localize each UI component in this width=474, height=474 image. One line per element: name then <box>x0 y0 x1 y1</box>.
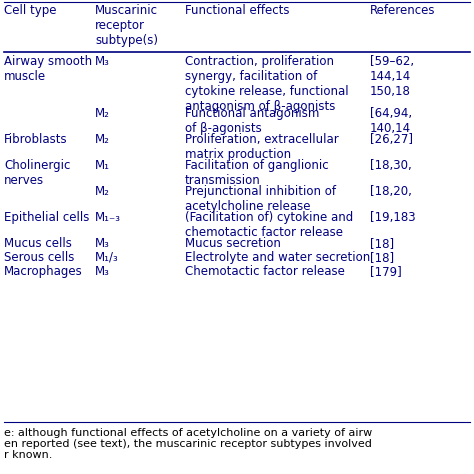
Text: Fibroblasts: Fibroblasts <box>4 133 68 146</box>
Text: Facilitation of ganglionic
transmission: Facilitation of ganglionic transmission <box>185 159 328 187</box>
Text: [179]: [179] <box>370 265 402 278</box>
Text: M₂: M₂ <box>95 185 110 198</box>
Text: Serous cells: Serous cells <box>4 251 74 264</box>
Text: Mucus cells: Mucus cells <box>4 237 72 250</box>
Text: Cholinergic
nerves: Cholinergic nerves <box>4 159 70 187</box>
Text: Airway smooth
muscle: Airway smooth muscle <box>4 55 92 83</box>
Text: M₁₋₃: M₁₋₃ <box>95 211 121 224</box>
Text: Macrophages: Macrophages <box>4 265 83 278</box>
Text: Functional effects: Functional effects <box>185 4 290 17</box>
Text: [26,27]: [26,27] <box>370 133 413 146</box>
Text: Cell type: Cell type <box>4 4 56 17</box>
Text: [18]: [18] <box>370 237 394 250</box>
Text: [64,94,
140,14: [64,94, 140,14 <box>370 107 412 135</box>
Text: [19,183: [19,183 <box>370 211 416 224</box>
Text: Epithelial cells: Epithelial cells <box>4 211 90 224</box>
Text: [18]: [18] <box>370 251 394 264</box>
Text: M₃: M₃ <box>95 237 110 250</box>
Text: r known.: r known. <box>4 450 52 460</box>
Text: [18,20,: [18,20, <box>370 185 412 198</box>
Text: M₂: M₂ <box>95 133 110 146</box>
Text: Proliferation, extracellular
matrix production: Proliferation, extracellular matrix prod… <box>185 133 339 161</box>
Text: M₂: M₂ <box>95 107 110 120</box>
Text: (Facilitation of) cytokine and
chemotactic factor release: (Facilitation of) cytokine and chemotact… <box>185 211 353 239</box>
Text: Muscarinic
receptor
subtype(s): Muscarinic receptor subtype(s) <box>95 4 158 47</box>
Text: Prejunctional inhibition of
acetylcholine release: Prejunctional inhibition of acetylcholin… <box>185 185 336 213</box>
Text: M₁: M₁ <box>95 159 110 172</box>
Text: Electrolyte and water secretion: Electrolyte and water secretion <box>185 251 370 264</box>
Text: en reported (see text), the muscarinic receptor subtypes involved: en reported (see text), the muscarinic r… <box>4 439 372 449</box>
Text: Mucus secretion: Mucus secretion <box>185 237 281 250</box>
Text: Contraction, proliferation
synergy, facilitation of
cytokine release, functional: Contraction, proliferation synergy, faci… <box>185 55 348 113</box>
Text: e: although functional effects of acetylcholine on a variety of airw: e: although functional effects of acetyl… <box>4 428 372 438</box>
Text: [59–62,
144,14
150,18: [59–62, 144,14 150,18 <box>370 55 414 98</box>
Text: M₁/₃: M₁/₃ <box>95 251 119 264</box>
Text: [18,30,: [18,30, <box>370 159 412 172</box>
Text: M₃: M₃ <box>95 265 110 278</box>
Text: M₃: M₃ <box>95 55 110 68</box>
Text: Chemotactic factor release: Chemotactic factor release <box>185 265 345 278</box>
Text: References: References <box>370 4 436 17</box>
Text: Functional antagonism
of β-agonists: Functional antagonism of β-agonists <box>185 107 319 135</box>
